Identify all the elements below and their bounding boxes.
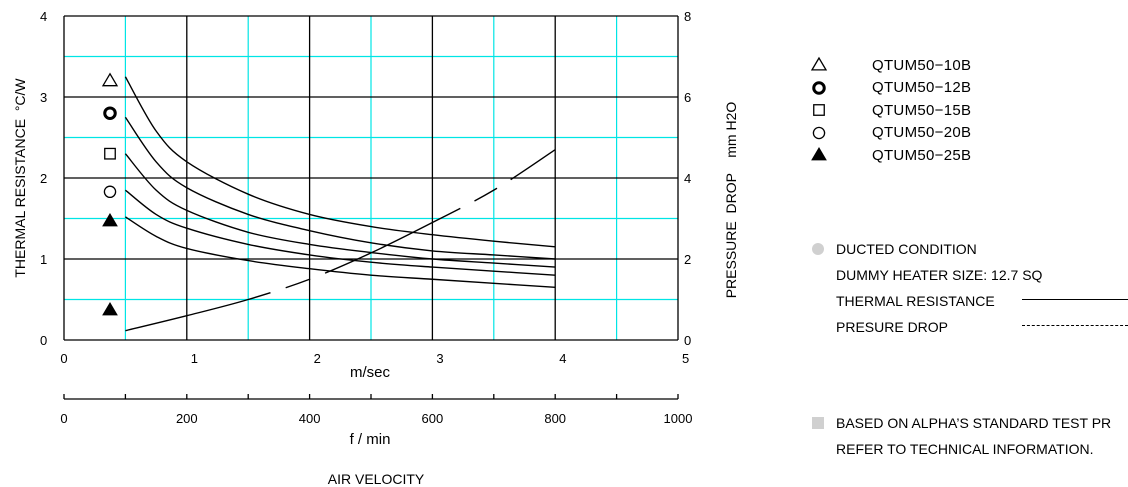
series <box>124 76 556 332</box>
legend-symbol-svg <box>813 104 825 117</box>
note-test-procedure-text: BASED ON ALPHA’S STANDARD TEST PR <box>836 415 1112 431</box>
legend-item: QTUM50−12B <box>808 77 971 100</box>
y-right-tick-label: 2 <box>684 252 691 267</box>
legend: QTUM50−10B QTUM50−12B QTUM50−15B QTUM50−20B… <box>808 54 971 167</box>
y-left-tick-label: 2 <box>40 171 47 186</box>
solid-line-sample-icon <box>1022 299 1128 300</box>
x-flow-tick-label: 400 <box>299 411 321 426</box>
y-axis-label-left: THERMAL RESISTANCE °C/W <box>12 78 28 278</box>
legend-item: QTUM50−25B <box>808 144 971 167</box>
x-velocity-tick-label: 3 <box>436 351 443 366</box>
x-flow-tick-label: 200 <box>176 411 198 426</box>
open-circle-icon <box>812 126 826 139</box>
legend-symbol <box>808 80 830 96</box>
circle-bullet-icon <box>812 243 824 255</box>
y-right-tick-label: 8 <box>684 9 691 24</box>
note-ducted: DUCTED CONDITION <box>812 236 1042 262</box>
note-ducted-text: DUCTED CONDITION <box>836 241 977 257</box>
legend-label: QTUM50−12B <box>872 79 972 97</box>
filled-triangle-icon <box>102 212 118 227</box>
legend-label: QTUM50−15B <box>872 101 972 119</box>
legend-symbol-svg <box>812 81 826 95</box>
y-right-tick-label: 6 <box>684 90 691 105</box>
x-flow-tick-label: 600 <box>422 411 444 426</box>
notes-test: BASED ON ALPHA’S STANDARD TEST PR REFER … <box>812 410 1111 462</box>
x-axis-label-velocity: m/sec <box>350 364 391 381</box>
legend-label: QTUM50−25B <box>872 146 972 164</box>
y-left-tick-label: 3 <box>40 90 47 105</box>
note-thermal-resistance: THERMAL RESISTANCE <box>836 288 1042 314</box>
legend-label: QTUM50−10B <box>872 56 972 74</box>
open-circle-icon <box>103 185 117 199</box>
legend-symbol <box>808 56 830 73</box>
ticks: 0 1 2 3 4 0 2 4 6 8 0 1 2 3 4 5 0 200 400 600 800 1000 <box>40 9 692 426</box>
legend-item: QTUM50−10B <box>808 54 971 77</box>
y-axis-label-right: PRESSURE DROP mm H2O <box>723 102 739 299</box>
open-triangle-icon <box>101 72 119 87</box>
note-test-procedure: BASED ON ALPHA’S STANDARD TEST PR <box>812 410 1111 436</box>
x-flow-tick-label: 800 <box>544 411 566 426</box>
notes: DUCTED CONDITION DUMMY HEATER SIZE: 12.7… <box>812 236 1042 340</box>
thermal-resistance-curve <box>124 189 556 276</box>
legend-symbol-svg <box>811 147 827 161</box>
thermal-resistance-curve <box>124 116 556 260</box>
thermal-resistance-curve <box>124 153 556 268</box>
note-refer: REFER TO TECHNICAL INFORMATION. <box>836 436 1111 462</box>
markers <box>101 72 119 316</box>
x-velocity-tick-label: 4 <box>559 351 566 366</box>
note-pressure-drop-text: PRESURE DROP <box>836 319 949 335</box>
legend-symbol-svg <box>812 126 826 139</box>
x-velocity-tick-label: 1 <box>191 351 198 366</box>
pressure-drop-curve <box>125 149 556 332</box>
y-left-tick-label: 0 <box>40 333 47 348</box>
legend-symbol <box>808 147 830 163</box>
y-right-tick-label: 0 <box>684 333 691 348</box>
bold-circle-icon <box>103 106 117 120</box>
x-flow-tick-label: 1000 <box>664 411 693 426</box>
thermal-resistance-curve <box>124 76 556 248</box>
filled-triangle-icon <box>811 147 827 161</box>
note-thermal-resistance-text: THERMAL RESISTANCE <box>836 293 995 309</box>
bold-circle-icon <box>812 81 826 95</box>
legend-symbol-svg <box>810 56 828 71</box>
legend-label: QTUM50−20B <box>872 124 972 142</box>
y-left-tick-label: 4 <box>40 9 47 24</box>
x-velocity-tick-label: 0 <box>60 351 67 366</box>
legend-item: QTUM50−15B <box>808 99 971 122</box>
legend-symbol <box>808 125 830 141</box>
legend-symbol <box>808 102 830 118</box>
open-triangle-icon <box>810 56 828 71</box>
open-square-icon <box>813 104 825 117</box>
open-square-icon <box>104 147 116 160</box>
note-dummy-heater-text: DUMMY HEATER SIZE: 12.7 SQ <box>836 267 1043 283</box>
x-axis-label-flow: f / min <box>350 431 391 448</box>
y-left-tick-label: 1 <box>40 252 47 267</box>
x-flow-tick-label: 0 <box>60 411 67 426</box>
note-pressure-drop: PRESURE DROP <box>836 314 1042 340</box>
note-dummy-heater: DUMMY HEATER SIZE: 12.7 SQ <box>836 262 1042 288</box>
legend-item: QTUM50−20B <box>808 122 971 145</box>
grid <box>63 15 679 341</box>
x-velocity-tick-label: 5 <box>682 351 689 366</box>
square-bullet-icon <box>812 417 824 429</box>
x-axis-title: AIR VELOCITY <box>328 471 425 487</box>
note-refer-text: REFER TO TECHNICAL INFORMATION. <box>836 441 1094 457</box>
filled-triangle-icon <box>102 302 118 316</box>
y-right-tick-label: 4 <box>684 171 691 186</box>
dashed-line-sample-icon <box>1022 325 1128 326</box>
thermal-resistance-curve <box>125 216 556 289</box>
x-velocity-tick-label: 2 <box>314 351 321 366</box>
